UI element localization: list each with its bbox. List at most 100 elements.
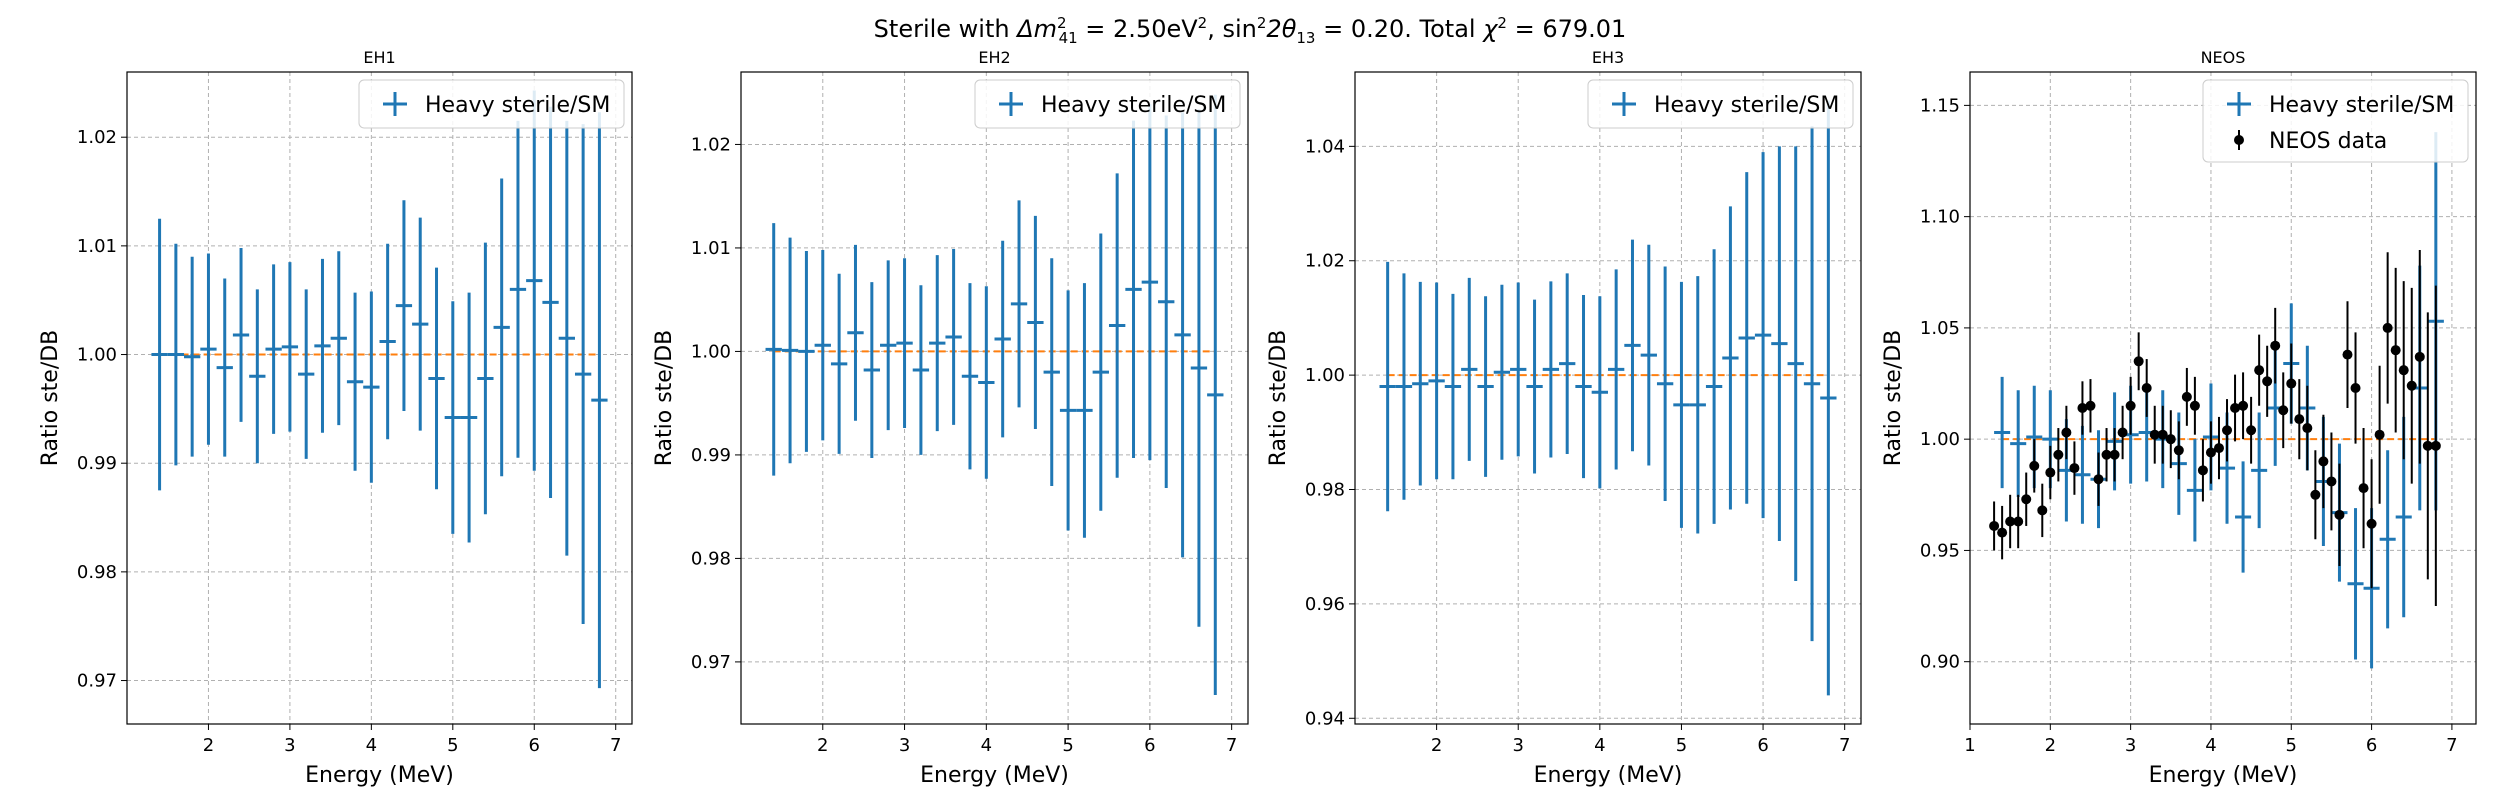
data-marker: [2069, 463, 2080, 474]
model-point: [330, 251, 347, 426]
data-marker: [2358, 483, 2369, 494]
x-tick-label: 5: [447, 735, 458, 756]
grid: [1969, 72, 2476, 724]
model-point: [1771, 146, 1788, 541]
model-point: [1125, 120, 1142, 459]
y-tick-label: 1.15: [1920, 95, 1960, 116]
y-tick-label: 1.02: [691, 134, 731, 155]
legend: Heavy sterile/SM: [358, 79, 625, 129]
data-marker: [2326, 476, 2337, 487]
model-point: [1395, 273, 1413, 500]
legend-item: Heavy sterile/SM: [383, 92, 610, 118]
data-marker: [1997, 527, 2008, 538]
data-point: [2213, 416, 2224, 480]
x-tick-label: 6: [2366, 735, 2377, 756]
data-marker: [2318, 456, 2329, 467]
title-sin: sin: [1222, 15, 1257, 43]
model-point: [1994, 376, 2011, 489]
y-tick-label: 0.98: [691, 548, 731, 569]
model-point: [798, 251, 815, 452]
model-point: [1656, 266, 1674, 501]
model-point: [151, 218, 168, 491]
model-point: [1608, 269, 1625, 470]
model-point: [1027, 215, 1044, 430]
x-tick-label: 6: [529, 735, 540, 756]
x-tick-label: 7: [2446, 735, 2457, 756]
data-point: [2005, 494, 2016, 549]
data-marker: [2053, 449, 2064, 460]
model-point: [298, 289, 315, 459]
data-marker: [2374, 429, 2385, 440]
legend: Heavy sterile/SM: [974, 79, 1241, 129]
legend-item: NEOS data: [2234, 129, 2387, 154]
model-point: [1591, 296, 1608, 489]
y-tick-label: 1.05: [1920, 318, 1960, 339]
model-point: [444, 301, 461, 534]
data-marker: [2230, 403, 2241, 414]
data-point: [2053, 428, 2064, 482]
model-point: [880, 260, 897, 431]
data-marker: [1989, 520, 2000, 531]
data-marker: [2101, 449, 2112, 460]
data-point: [2197, 439, 2208, 502]
legend-item: Heavy sterile/SM: [999, 92, 1226, 118]
legend-label: Heavy sterile/SM: [425, 93, 610, 118]
data-marker: [2342, 349, 2353, 360]
data-point: [2165, 410, 2176, 469]
data-point: [2430, 285, 2441, 607]
x-tick-label: 5: [1062, 735, 1073, 756]
model-point: [929, 255, 946, 432]
legend-box: [1587, 79, 1854, 129]
data-marker: [2270, 340, 2281, 351]
model-point: [460, 292, 478, 543]
data-point: [2390, 267, 2401, 433]
y-tick-label: 0.96: [1305, 594, 1345, 615]
data-point: [2222, 399, 2233, 462]
model-point: [1624, 239, 1641, 452]
x-tick-label: 4: [2205, 735, 2216, 756]
x-tick-label: 3: [899, 735, 910, 756]
data-marker: [2406, 380, 2417, 391]
data-point: [2342, 301, 2353, 409]
data-marker: [2093, 474, 2104, 485]
data-point: [2366, 459, 2377, 589]
data-point: [2093, 452, 2104, 506]
data-point: [2021, 472, 2032, 526]
model-point: [493, 178, 510, 477]
model-point: [1428, 282, 1445, 480]
x-tick-label: 2: [2045, 735, 2056, 756]
data-point: [2254, 334, 2265, 406]
x-axis-label: Energy (MeV): [920, 763, 1069, 788]
x-tick-label: 4: [366, 735, 377, 756]
model-point: [830, 273, 848, 454]
data-point: [2350, 332, 2361, 444]
data-point: [2294, 379, 2305, 460]
model-point: [1043, 258, 1060, 486]
data-point: [2286, 343, 2297, 424]
data-marker: [2165, 434, 2176, 445]
data-marker: [2205, 447, 2216, 458]
model-point: [509, 120, 527, 458]
legend-swatch-data: [2234, 135, 2244, 145]
grid: [741, 72, 1248, 724]
y-tick-label: 1.00: [1305, 365, 1345, 386]
data-marker: [2213, 443, 2224, 454]
model-point: [1754, 152, 1772, 519]
data-point: [2205, 421, 2216, 484]
data-point: [2326, 432, 2337, 531]
data-point: [2117, 405, 2128, 460]
model-point: [765, 223, 782, 476]
x-tick-label: 1: [1964, 735, 1975, 756]
data-point: [2133, 332, 2144, 391]
y-axis-label: Ratio ste/DB: [1881, 330, 1906, 467]
y-tick-label: 1.00: [77, 345, 117, 366]
y-tick-label: 0.90: [1920, 652, 1960, 673]
model-point: [1803, 126, 1821, 642]
data-point: [2358, 428, 2369, 549]
legend-box: [2202, 79, 2469, 163]
x-tick-label: 5: [1676, 735, 1687, 756]
series-model: [1994, 132, 2444, 669]
y-tick-label: 1.02: [77, 127, 117, 148]
legend-label: Heavy sterile/SM: [1041, 93, 1226, 118]
data-point: [2318, 414, 2329, 509]
